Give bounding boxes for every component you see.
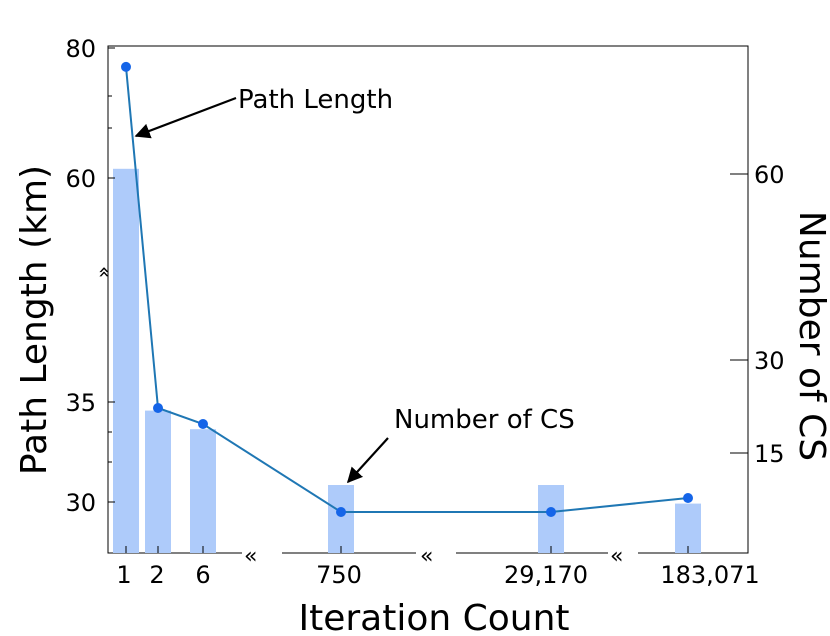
x-axis-break-icon: «: [610, 544, 623, 569]
left-tick-label: 60: [65, 165, 96, 193]
left-tick-label: 35: [65, 389, 96, 417]
bar: [538, 485, 564, 553]
bar: [675, 503, 701, 553]
path-length-line: [125, 66, 689, 513]
bar: [145, 410, 171, 553]
left-axis-break-icon: «: [93, 266, 117, 278]
x-axis-break-icon: «: [244, 544, 257, 569]
path-length-point: [153, 403, 163, 413]
x-axis: 1 2 6 750 29,170 183,071: [116, 546, 760, 589]
bars-layer: [113, 168, 701, 554]
path-length-arrow: [134, 96, 237, 139]
y-axis-title-left: Path Length (km): [14, 165, 55, 475]
number-of-cs-arrow: [346, 437, 389, 484]
x-tick-label: 750: [316, 561, 362, 589]
left-tick-label: 30: [65, 489, 96, 517]
path-length-point: [121, 61, 131, 72]
right-tick-label: 15: [754, 440, 785, 468]
path-length-point: [198, 419, 208, 429]
x-tick-label: 1: [116, 561, 131, 589]
bar: [190, 429, 216, 553]
x-axis-title: Iteration Count: [298, 598, 569, 636]
right-tick-label: 60: [754, 161, 785, 189]
x-tick-label: 6: [195, 561, 210, 589]
left-axis: 80 60 35 30: [65, 35, 115, 517]
annotation-number-of-cs: Number of CS: [394, 405, 575, 435]
path-length-point: [546, 507, 556, 517]
bar: [113, 168, 139, 554]
x-tick-label: 2: [149, 561, 164, 589]
x-tick-label: 29,170: [504, 561, 588, 589]
left-tick-label: 80: [65, 35, 96, 63]
x-axis-break-icon: «: [420, 544, 433, 569]
x-tick-label: 183,071: [660, 561, 759, 589]
x-axis-breaks: « « «: [242, 544, 638, 569]
path-length-point: [683, 493, 693, 503]
right-tick-label: 30: [754, 347, 785, 375]
y-axis-title-right: Number of CS: [791, 211, 830, 461]
path-length-point: [336, 507, 346, 517]
line-layer: [121, 61, 693, 517]
right-axis: 60 30 15: [730, 161, 785, 468]
bar: [328, 485, 354, 553]
annotation-path-length: Path Length: [238, 85, 393, 115]
